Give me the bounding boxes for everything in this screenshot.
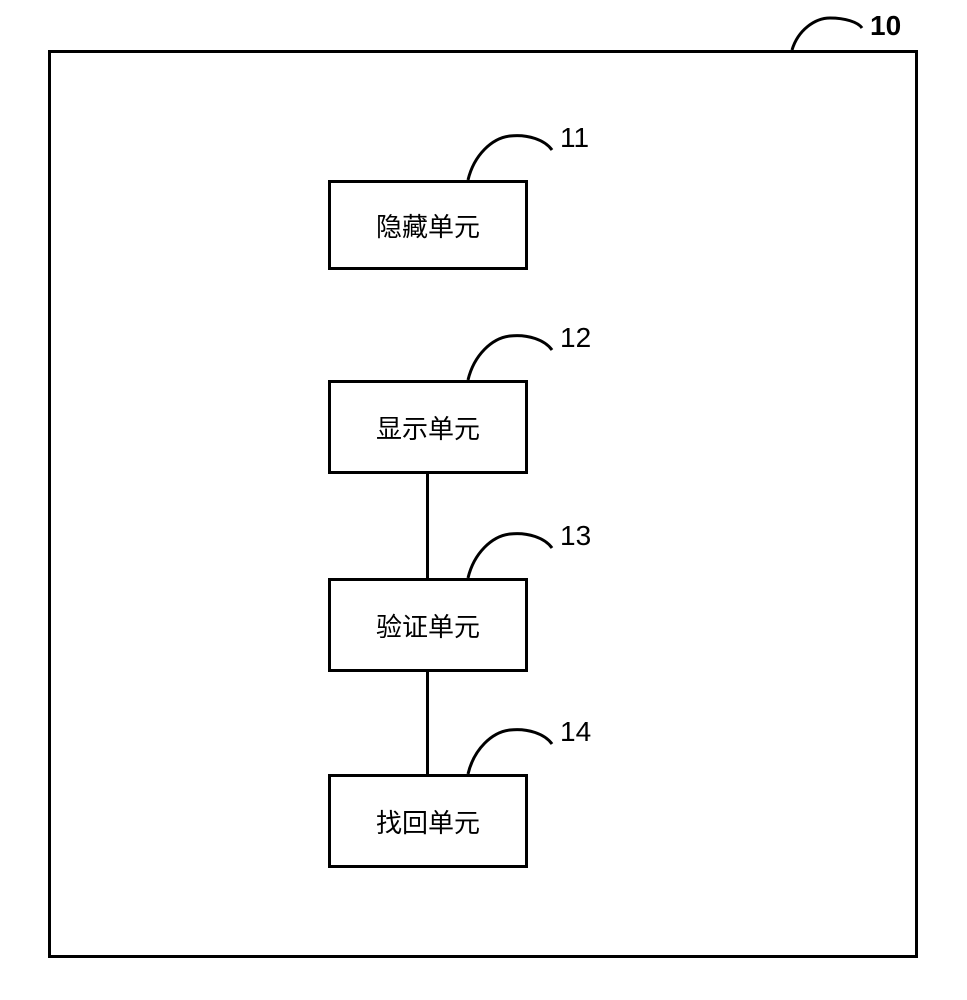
node-hide-unit: 隐藏单元 <box>328 180 528 270</box>
node-display-unit: 显示单元 <box>328 380 528 474</box>
node-verify-unit: 验证单元 <box>328 578 528 672</box>
callout-path-10 <box>792 18 862 50</box>
ref-label-14: 14 <box>560 716 591 748</box>
ref-label-10: 10 <box>870 10 901 42</box>
node-verify-label: 验证单元 <box>376 607 480 644</box>
ref-label-11: 11 <box>560 122 589 154</box>
node-hide-label: 隐藏单元 <box>376 207 480 244</box>
node-retrieve-unit: 找回单元 <box>328 774 528 868</box>
ref-label-13: 13 <box>560 520 591 552</box>
node-retrieve-label: 找回单元 <box>376 803 480 840</box>
connector-display-verify <box>426 474 429 578</box>
ref-label-12: 12 <box>560 322 591 354</box>
connector-verify-retrieve <box>426 672 429 774</box>
node-display-label: 显示单元 <box>376 409 480 446</box>
